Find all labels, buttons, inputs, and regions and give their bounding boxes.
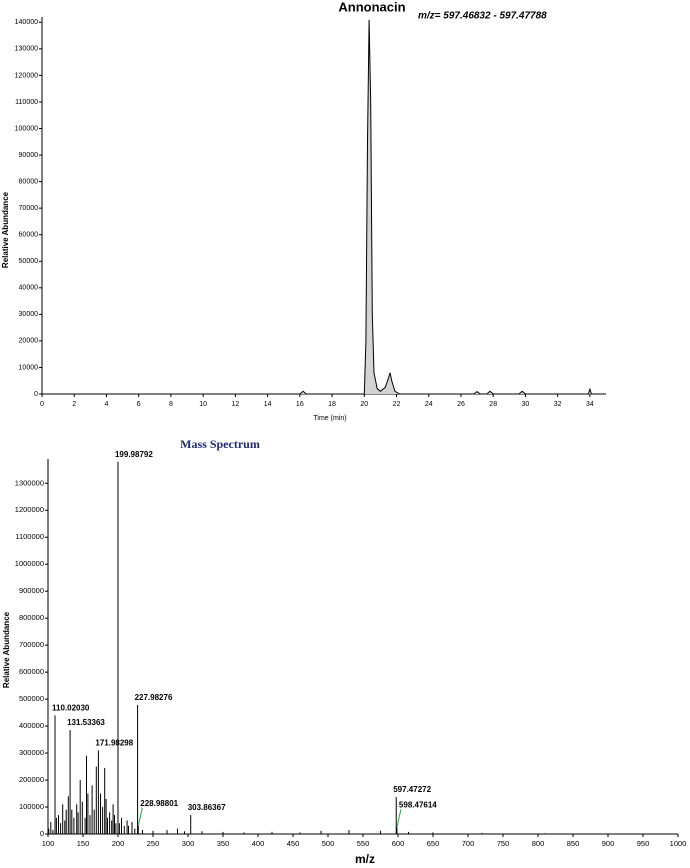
peak-label: 131.53363 — [67, 718, 105, 727]
x-tick-label: 500 — [322, 839, 335, 848]
y-tick-label: 50000 — [19, 258, 39, 265]
x-tick-label: 18 — [328, 401, 336, 408]
x-tick-label: 450 — [287, 839, 300, 848]
x-tick-label: 200 — [112, 839, 125, 848]
y-tick-label: 120000 — [15, 72, 38, 79]
x-tick-label: 20 — [360, 401, 368, 408]
y-tick-label: 40000 — [19, 285, 39, 292]
x-tick-label: 24 — [425, 401, 433, 408]
x-tick-label: 8 — [169, 401, 173, 408]
peak-label: 171.98298 — [95, 738, 133, 747]
peak-label: 228.98801 — [140, 799, 178, 808]
x-tick-label: 28 — [489, 401, 497, 408]
x-tick-label: 850 — [567, 839, 580, 848]
x-tick-label: 300 — [182, 839, 195, 848]
area-fill — [42, 19, 606, 394]
x-tick-label: 32 — [554, 401, 562, 408]
x-tick-label: 6 — [137, 401, 141, 408]
y-axis-label: Relative Abundance — [2, 611, 11, 688]
y-tick-label: 1100000 — [15, 532, 44, 541]
y-tick-label: 200000 — [19, 775, 44, 784]
peak-label: 199.98792 — [115, 450, 153, 459]
peak-label: 598.47614 — [399, 800, 437, 809]
y-tick-label: 80000 — [19, 178, 39, 185]
x-axis-label: m/z — [355, 852, 375, 866]
y-tick-label: 0 — [34, 391, 38, 398]
line — [42, 19, 606, 395]
x-tick-label: 900 — [602, 839, 615, 848]
y-tick-label: 400000 — [19, 721, 44, 730]
leader-line — [137, 807, 143, 827]
y-axis-label: Relative Abundance — [1, 191, 10, 268]
x-tick-label: 250 — [147, 839, 160, 848]
y-tick-label: 800000 — [19, 613, 44, 622]
y-tick-label: 700000 — [19, 640, 44, 649]
chart-title: Mass Spectrum — [180, 437, 260, 451]
y-tick-label: 60000 — [19, 232, 39, 239]
x-tick-label: 1000 — [670, 839, 687, 848]
x-tick-label: 14 — [264, 401, 272, 408]
peak-label: 303.86367 — [188, 803, 226, 812]
x-tick-label: 600 — [392, 839, 405, 848]
x-tick-label: 30 — [522, 401, 530, 408]
x-axis-label: Time (min) — [313, 415, 346, 422]
y-tick-label: 300000 — [19, 748, 44, 757]
x-tick-label: 100 — [42, 839, 55, 848]
y-tick-label: 90000 — [19, 152, 39, 159]
y-tick-label: 500000 — [19, 694, 44, 703]
y-tick-label: 0 — [40, 829, 44, 838]
y-tick-label: 100000 — [15, 125, 38, 132]
y-tick-label: 600000 — [19, 667, 44, 676]
x-tick-label: 350 — [217, 839, 230, 848]
y-tick-label: 1200000 — [15, 505, 44, 514]
peak-label: 227.98276 — [135, 693, 173, 702]
x-tick-label: 22 — [393, 401, 401, 408]
x-tick-label: 950 — [637, 839, 650, 848]
y-tick-label: 110000 — [15, 99, 38, 106]
x-tick-label: 550 — [357, 839, 370, 848]
x-tick-label: 0 — [40, 401, 44, 408]
y-tick-label: 900000 — [19, 586, 44, 595]
y-tick-label: 70000 — [19, 205, 39, 212]
x-tick-label: 26 — [457, 401, 465, 408]
x-tick-label: 700 — [462, 839, 475, 848]
y-tick-label: 140000 — [15, 19, 38, 26]
y-tick-label: 1300000 — [15, 478, 44, 487]
x-tick-label: 16 — [296, 401, 304, 408]
x-tick-label: 12 — [231, 401, 239, 408]
x-tick-label: 400 — [252, 839, 265, 848]
chart-title: Annonacin — [338, 0, 405, 14]
x-tick-label: 150 — [77, 839, 90, 848]
x-tick-label: 800 — [532, 839, 545, 848]
annotation: m/z= 597.46832 - 597.47788 — [418, 11, 547, 22]
peak-label: 110.02030 — [52, 703, 90, 712]
x-tick-label: 34 — [586, 401, 594, 408]
y-tick-label: 100000 — [19, 802, 44, 811]
y-tick-label: 10000 — [19, 364, 39, 371]
x-tick-label: 650 — [427, 839, 440, 848]
peak-label: 597.47272 — [393, 785, 431, 794]
y-tick-label: 130000 — [15, 46, 38, 53]
leader-line — [396, 809, 402, 828]
x-tick-label: 10 — [199, 401, 207, 408]
y-tick-label: 20000 — [19, 338, 39, 345]
x-tick-label: 4 — [105, 401, 109, 408]
x-tick-label: 750 — [497, 839, 510, 848]
y-tick-label: 1000000 — [15, 559, 44, 568]
y-tick-label: 30000 — [19, 311, 39, 318]
x-tick-label: 2 — [72, 401, 76, 408]
